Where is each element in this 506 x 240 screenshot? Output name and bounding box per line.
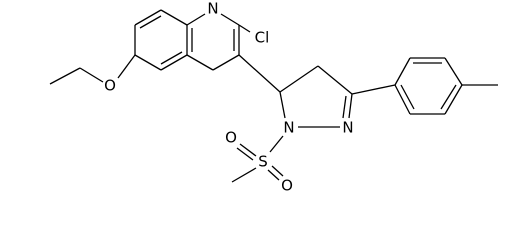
atom-label: O bbox=[104, 77, 116, 95]
atom-label: O bbox=[225, 129, 237, 147]
bonds bbox=[49, 9, 498, 183]
atom-label: S bbox=[258, 153, 268, 171]
atom-label: Cl bbox=[255, 29, 270, 47]
atom-label: O bbox=[281, 177, 293, 195]
molecule-diagram: N Cl O N N S O O bbox=[49, 0, 498, 195]
atom-label: N bbox=[283, 119, 294, 137]
atom-label: N bbox=[207, 0, 218, 18]
atom-label: N bbox=[342, 119, 353, 137]
